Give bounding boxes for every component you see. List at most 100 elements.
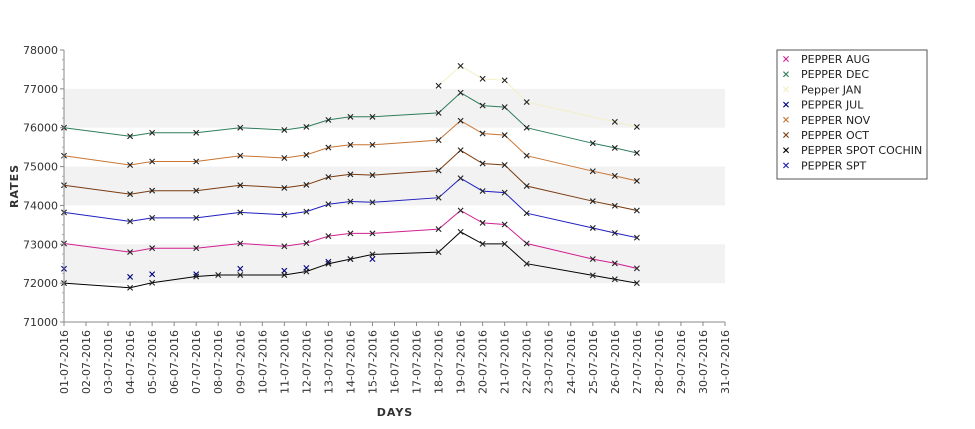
data-point: [281, 155, 288, 162]
data-point: [457, 175, 464, 182]
legend-label: PEPPER JUL: [801, 99, 864, 112]
grid-bands: [64, 88, 725, 284]
data-point: [281, 127, 288, 134]
x-tick-label: 17-07-2016: [411, 330, 424, 394]
y-tick-label: 77000: [23, 83, 58, 96]
series-pepper-spot-cochin: [61, 228, 640, 291]
data-point: [457, 117, 464, 124]
data-point: [237, 240, 244, 247]
x-tick-label: 26-07-2016: [609, 330, 622, 394]
data-point: [369, 172, 376, 179]
data-point: [281, 271, 288, 278]
legend-marker: [783, 101, 789, 108]
data-point: [479, 130, 486, 137]
data-point: [127, 284, 134, 291]
x-tick-label: 29-07-2016: [675, 330, 688, 394]
grid-band: [64, 166, 725, 206]
x-axis-ticks: 01-07-2016 02-07-2016 03-07-2016 04-07-2016…: [58, 322, 732, 394]
data-point: [237, 182, 244, 189]
data-point: [369, 199, 376, 206]
data-point: [479, 160, 486, 167]
data-point: [633, 207, 640, 214]
data-point: [611, 230, 618, 237]
data-point: [325, 174, 332, 181]
data-point: [589, 198, 596, 205]
series-line: [63, 209, 638, 269]
x-tick-label: 09-07-2016: [234, 330, 247, 394]
data-point: [149, 214, 156, 221]
data-point: [149, 187, 156, 194]
data-point: [501, 162, 508, 169]
data-point: [237, 124, 244, 131]
x-tick-label: 10-07-2016: [256, 330, 269, 394]
data-point: [523, 99, 530, 106]
x-tick-label: 12-07-2016: [300, 330, 313, 394]
data-point: [501, 104, 508, 111]
data-point: [237, 152, 244, 159]
x-tick-label: 25-07-2016: [587, 330, 600, 394]
data-point: [633, 149, 640, 156]
data-point: [633, 234, 640, 241]
x-tick-label: 01-07-2016: [58, 330, 71, 394]
legend-item: PEPPER NOV: [783, 114, 871, 127]
data-point: [369, 256, 376, 263]
x-tick-label: 27-07-2016: [631, 330, 644, 394]
series-line: [63, 92, 638, 154]
data-point: [457, 147, 464, 154]
data-point: [501, 240, 508, 247]
data-point: [501, 189, 508, 196]
data-point: [611, 276, 618, 283]
data-point: [303, 151, 310, 158]
data-point: [589, 256, 596, 263]
legend-label: Pepper JAN: [801, 83, 862, 96]
data-point: [523, 210, 530, 217]
series-pepper-aug: [61, 207, 640, 272]
y-tick-label: 72000: [23, 277, 58, 290]
data-point: [127, 273, 134, 280]
data-point: [435, 109, 442, 116]
data-point: [589, 272, 596, 279]
data-point: [523, 260, 530, 267]
data-point: [479, 102, 486, 109]
data-point: [347, 256, 354, 263]
data-point: [303, 208, 310, 215]
series-line: [63, 120, 638, 182]
legend-marker: [783, 56, 789, 62]
data-point: [237, 265, 244, 272]
x-tick-label: 23-07-2016: [543, 330, 556, 394]
data-point: [523, 183, 530, 189]
data-point: [347, 198, 354, 205]
series-pepper-spt: [61, 175, 640, 241]
data-point: [127, 162, 134, 169]
data-point: [325, 116, 332, 123]
legend-item: PEPPER AUG: [783, 53, 870, 66]
y-tick-label: 75000: [23, 161, 58, 174]
y-tick-label: 76000: [23, 122, 58, 135]
legend-label: PEPPER DEC: [801, 68, 869, 81]
y-axis-title: RATES: [8, 164, 21, 208]
data-point: [215, 271, 222, 278]
data-point: [193, 187, 200, 194]
series-pepper-oct: [61, 147, 640, 214]
data-point: [435, 249, 442, 256]
data-point: [479, 219, 486, 226]
y-tick-label: 73000: [23, 238, 58, 251]
data-point: [633, 280, 640, 287]
y-axis-ticks: 71000 72000 73000 74000 75000 76000 77000 78000: [23, 44, 64, 329]
legend-label: PEPPER OCT: [801, 129, 869, 142]
legend-marker: [783, 116, 789, 123]
data-point: [303, 123, 310, 130]
data-point: [501, 132, 508, 139]
data-point: [457, 207, 464, 214]
data-point: [127, 218, 134, 225]
x-tick-label: 16-07-2016: [389, 330, 402, 394]
x-tick-label: 31-07-2016: [719, 330, 732, 394]
data-point: [589, 224, 596, 231]
data-point: [611, 172, 618, 179]
data-point: [435, 137, 442, 144]
legend-label: PEPPER SPOT COCHIN: [801, 144, 922, 157]
data-point: [303, 268, 310, 275]
data-point: [501, 77, 508, 84]
x-tick-label: 04-07-2016: [124, 330, 137, 394]
data-point: [523, 124, 530, 131]
